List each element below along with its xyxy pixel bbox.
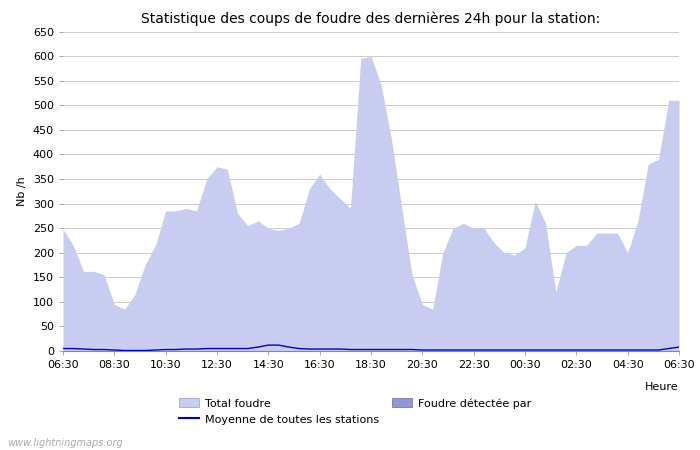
Text: Heure: Heure [645, 382, 679, 392]
Y-axis label: Nb /h: Nb /h [18, 176, 27, 206]
Legend: Total foudre, Moyenne de toutes les stations, Foudre détectée par: Total foudre, Moyenne de toutes les stat… [179, 398, 531, 425]
Title: Statistique des coups de foudre des dernières 24h pour la station:: Statistique des coups de foudre des dern… [141, 12, 601, 26]
Text: www.lightningmaps.org: www.lightningmaps.org [7, 438, 122, 448]
